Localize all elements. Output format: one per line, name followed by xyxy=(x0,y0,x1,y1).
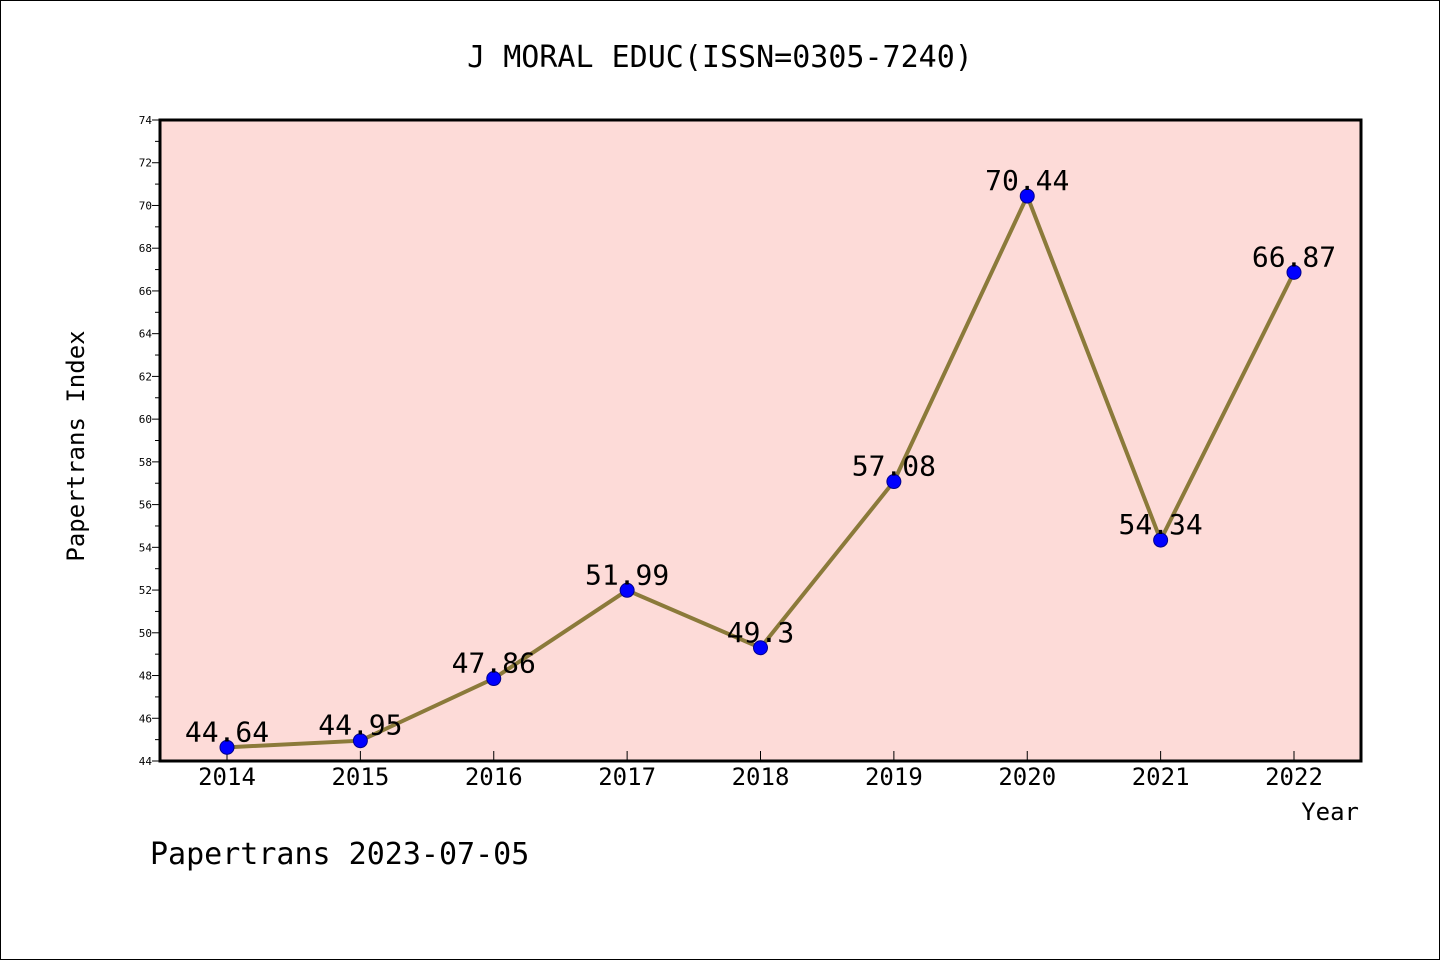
x-tick-label: 2022 xyxy=(1265,763,1323,791)
x-tick-label: 2015 xyxy=(331,763,389,791)
y-tick-label: 58 xyxy=(139,456,152,469)
data-point xyxy=(219,739,235,755)
y-tick-label: 46 xyxy=(139,712,152,725)
y-tick-label: 72 xyxy=(139,157,152,170)
y-tick-label: 50 xyxy=(139,627,152,640)
y-tick-label: 54 xyxy=(139,541,153,554)
data-point xyxy=(486,671,502,687)
data-point xyxy=(1286,264,1302,280)
data-label: 66.87 xyxy=(1252,240,1336,273)
y-tick-label: 70 xyxy=(139,199,152,212)
x-tick-label: 2014 xyxy=(198,763,256,791)
data-point xyxy=(1019,188,1035,204)
data-point xyxy=(886,474,902,490)
chart-title: J MORAL EDUC(ISSN=0305-7240) xyxy=(467,40,973,75)
x-tick-label: 2018 xyxy=(732,763,790,791)
data-label: 44.95 xyxy=(318,709,402,742)
data-label: 49.3 xyxy=(727,616,794,649)
data-labels: 44.64 44.95 47.86 51.99 49.3 57.08 70.44 54.34 6… xyxy=(185,164,1336,748)
y-tick-label: 64 xyxy=(139,328,153,341)
x-axis: 2014 2015 2016 2017 2018 2019 2020 2021 2022 xyxy=(198,751,1323,791)
y-tick-label: 48 xyxy=(139,670,152,683)
x-tick-label: 2020 xyxy=(998,763,1056,791)
data-point xyxy=(619,582,635,598)
plot-border xyxy=(158,118,1363,763)
data-point xyxy=(1153,532,1169,548)
y-tick-label: 60 xyxy=(139,413,152,426)
y-tick-label: 62 xyxy=(139,370,152,383)
data-label: 51.99 xyxy=(585,558,669,591)
data-point xyxy=(753,640,768,656)
x-tick-label: 2021 xyxy=(1132,763,1190,791)
y-tick-label: 56 xyxy=(139,499,152,512)
data-point xyxy=(352,733,368,749)
x-tick-label: 2017 xyxy=(598,763,656,791)
x-axis-title: Year xyxy=(1301,798,1359,826)
data-series xyxy=(219,188,1302,755)
footer-date-stamp: Papertrans 2023-07-05 xyxy=(150,837,529,872)
plot-area xyxy=(160,120,1361,761)
x-tick-label: 2019 xyxy=(865,763,923,791)
data-label: 47.86 xyxy=(452,647,536,680)
data-label: 44.64 xyxy=(185,715,269,748)
data-label: 54.34 xyxy=(1118,508,1202,541)
y-tick-label: 68 xyxy=(139,242,152,255)
y-axis: 44 46 48 50 52 54 56 58 60 62 64 66 68 70 72 74 xyxy=(139,114,160,768)
y-tick-label: 44 xyxy=(139,755,153,768)
y-tick-label: 66 xyxy=(139,285,152,298)
y-axis-title: Papertrans Index xyxy=(62,330,90,561)
y-tick-label: 52 xyxy=(139,584,152,597)
x-tick-label: 2016 xyxy=(465,763,523,791)
data-label: 57.08 xyxy=(852,450,936,483)
data-label: 70.44 xyxy=(985,164,1069,197)
y-tick-label: 74 xyxy=(139,114,153,127)
